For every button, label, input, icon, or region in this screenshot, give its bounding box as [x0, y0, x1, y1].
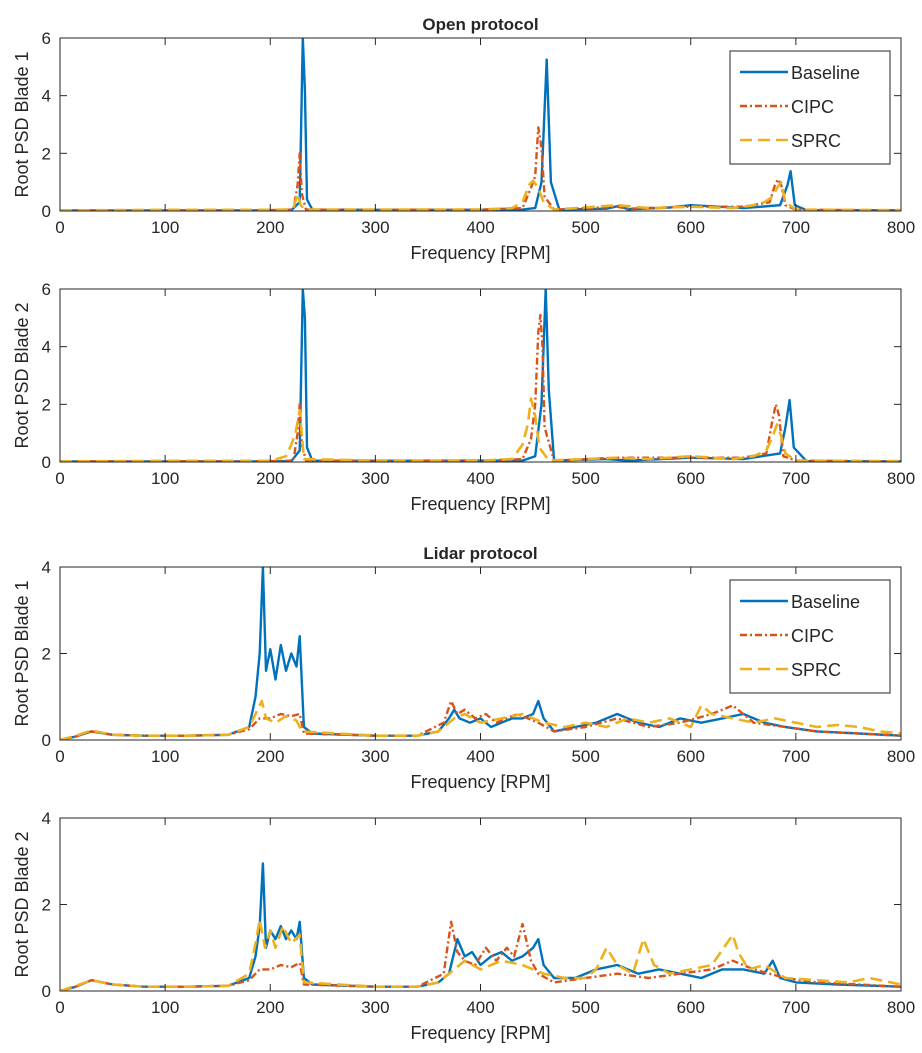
series-line-sprc [60, 699, 901, 740]
y-axis-label: Root PSD Blade 2 [12, 831, 32, 977]
x-axis-label: Frequency [RPM] [410, 1023, 550, 1043]
x-tick-label: 700 [782, 218, 810, 237]
legend-entry-cipc: CIPC [791, 97, 834, 117]
chart-panel-1: 0 100 200 300 400 500 600 700 800 0 2 4 6 Frequency [… [12, 15, 915, 263]
x-tick-label: 400 [466, 747, 494, 766]
x-tick-label: 600 [677, 998, 705, 1017]
x-tick-label: 600 [677, 469, 705, 488]
x-tick-label: 100 [151, 469, 179, 488]
x-tick-label: 100 [151, 998, 179, 1017]
x-tick-label: 0 [55, 998, 64, 1017]
x-tick-label: 200 [256, 218, 284, 237]
series-group [60, 38, 901, 211]
x-tick-label: 800 [887, 747, 915, 766]
series-group [60, 289, 901, 462]
x-tick-label: 400 [466, 998, 494, 1017]
series-line-baseline [60, 289, 901, 462]
x-tick-label: 300 [361, 747, 389, 766]
series-line-cipc [60, 920, 901, 991]
x-tick-label: 400 [466, 218, 494, 237]
y-tick-label: 2 [42, 645, 51, 664]
y-tick-label: 6 [42, 29, 51, 48]
x-axis-label: Frequency [RPM] [410, 494, 550, 514]
x-axis-label: Frequency [RPM] [410, 243, 550, 263]
x-tick-label: 500 [571, 998, 599, 1017]
legend: Baseline CIPC SPRC [729, 579, 891, 694]
y-axis-label: Root PSD Blade 2 [12, 302, 32, 448]
series-line-sprc [60, 397, 901, 462]
y-tick-label: 0 [42, 982, 51, 1001]
x-tick-label: 600 [677, 747, 705, 766]
series-line-sprc [60, 918, 901, 991]
x-tick-label: 300 [361, 469, 389, 488]
x-tick-label: 400 [466, 469, 494, 488]
x-tick-label: 0 [55, 469, 64, 488]
y-tick-label: 2 [42, 896, 51, 915]
x-tick-label: 800 [887, 469, 915, 488]
y-tick-label: 4 [42, 558, 51, 577]
x-tick-label: 100 [151, 747, 179, 766]
x-tick-label: 0 [55, 747, 64, 766]
legend-entry-baseline: Baseline [791, 592, 860, 612]
series-line-cipc [60, 699, 901, 740]
chart-panel-2: 0 100 200 300 400 500 600 700 800 0 2 4 6 Frequency [… [12, 280, 915, 514]
chart-title: Open protocol [422, 15, 538, 34]
y-tick-label: 0 [42, 453, 51, 472]
y-tick-label: 2 [42, 395, 51, 414]
legend-entry-cipc: CIPC [791, 626, 834, 646]
y-axis-label: Root PSD Blade 1 [12, 51, 32, 197]
legend-entry-sprc: SPRC [791, 131, 841, 151]
y-tick-label: 4 [42, 87, 51, 106]
x-axis-label: Frequency [RPM] [410, 772, 550, 792]
y-tick-label: 0 [42, 202, 51, 221]
series-line-baseline [60, 862, 901, 991]
series-line-baseline [60, 567, 901, 740]
series-line-sprc [60, 179, 901, 211]
x-tick-label: 700 [782, 469, 810, 488]
x-tick-label: 300 [361, 218, 389, 237]
x-tick-label: 700 [782, 747, 810, 766]
y-tick-label: 2 [42, 144, 51, 163]
legend-box [729, 579, 891, 694]
x-tick-label: 100 [151, 218, 179, 237]
x-tick-label: 800 [887, 998, 915, 1017]
x-tick-label: 500 [571, 747, 599, 766]
x-tick-label: 800 [887, 218, 915, 237]
chart-title: Lidar protocol [423, 544, 537, 563]
x-tick-label: 600 [677, 218, 705, 237]
legend: Baseline CIPC SPRC [729, 50, 891, 165]
legend-box [729, 50, 891, 165]
y-tick-label: 0 [42, 731, 51, 750]
series-line-cipc [60, 313, 901, 462]
x-tick-label: 0 [55, 218, 64, 237]
y-tick-label: 4 [42, 338, 51, 357]
series-line-baseline [60, 38, 901, 211]
x-tick-label: 300 [361, 998, 389, 1017]
legend-entry-baseline: Baseline [791, 63, 860, 83]
chart-panel-4: 0 100 200 300 400 500 600 700 800 0 2 4 Frequency [R… [12, 809, 915, 1043]
x-tick-label: 200 [256, 747, 284, 766]
x-tick-label: 700 [782, 998, 810, 1017]
chart-panel-3: 0 100 200 300 400 500 600 700 800 0 2 4 Frequency [R… [12, 544, 915, 792]
legend-entry-sprc: SPRC [791, 660, 841, 680]
x-tick-label: 500 [571, 218, 599, 237]
x-tick-label: 200 [256, 469, 284, 488]
y-tick-label: 6 [42, 280, 51, 299]
series-group [60, 567, 901, 740]
x-tick-label: 500 [571, 469, 599, 488]
series-group [60, 862, 901, 991]
y-tick-label: 4 [42, 809, 51, 828]
x-tick-label: 200 [256, 998, 284, 1017]
axes-box [59, 288, 902, 463]
series-line-cipc [60, 126, 901, 211]
y-axis-label: Root PSD Blade 1 [12, 580, 32, 726]
